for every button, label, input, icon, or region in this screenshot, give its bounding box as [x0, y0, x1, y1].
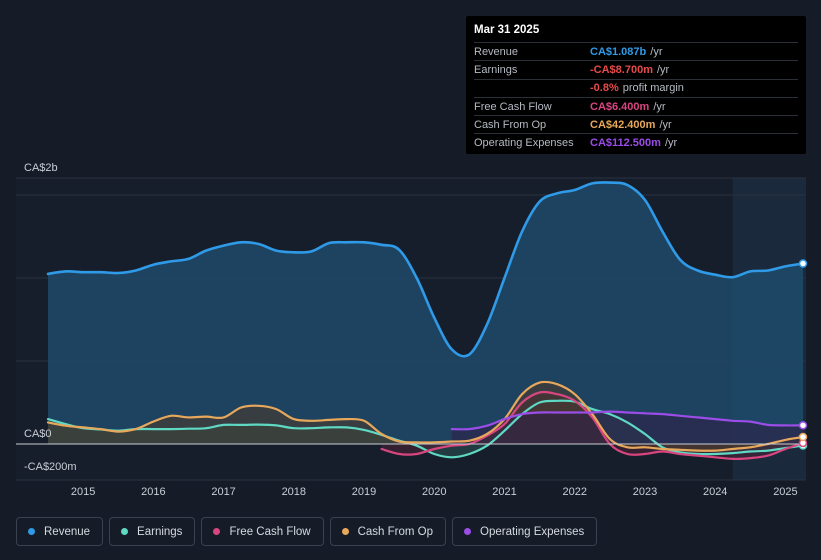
endpoint-operating-expenses [798, 421, 808, 430]
tooltip-row: -0.8% profit margin [474, 78, 798, 97]
tooltip-row: Revenue CA$1.087b/yr [474, 42, 798, 60]
tooltip-row: Cash From Op CA$42.400m/yr [474, 115, 798, 133]
tooltip: Mar 31 2025 Revenue CA$1.087b/yr Earnings -… [466, 16, 806, 154]
x-axis-ticks: 2015 2016 2017 2018 2019 2020 2021 2022 2023 2024… [71, 486, 798, 498]
tooltip-row: Operating Expenses CA$112.500m/yr [474, 133, 798, 151]
tooltip-rows: Revenue CA$1.087b/yr Earnings -CA$8.700m/yr… [474, 42, 798, 152]
tooltip-row-value: CA$1.087b [590, 45, 647, 58]
x-tick-label: 2015 [71, 486, 95, 498]
y-label-bottom: -CA$200m [24, 461, 77, 473]
x-tick-label: 2016 [141, 486, 165, 498]
legend-item-cash-from-op[interactable]: Cash From Op [329, 517, 447, 546]
x-tick-label: 2018 [282, 486, 306, 498]
legend-label: Free Cash Flow [229, 525, 311, 538]
legend-item-operating-expenses[interactable]: Operating Expenses [452, 517, 598, 546]
legend-label: Cash From Op [357, 525, 434, 538]
legend-dot-icon [28, 528, 35, 535]
legend-dot-icon [213, 528, 221, 535]
tooltip-row-value: CA$6.400m [590, 100, 650, 113]
tooltip-row-value: CA$42.400m [590, 118, 656, 131]
legend-dot-icon [341, 528, 349, 535]
tooltip-row-label: Cash From Op [474, 118, 547, 131]
tooltip-row-unit: /yr [650, 45, 663, 58]
series-lines [46, 181, 805, 461]
legend-item-earnings[interactable]: Earnings [109, 517, 196, 546]
tooltip-row-unit: /yr [659, 118, 672, 131]
tooltip-row-label: Revenue [474, 45, 519, 58]
line-operating-expenses [450, 410, 805, 431]
y-label-zero: CA$0 [24, 428, 52, 440]
line-free-cash-flow [380, 390, 805, 461]
tooltip-row-unit: profit margin [622, 82, 684, 95]
tooltip-row-unit: /yr [653, 100, 666, 113]
endpoint-cash-from-op [798, 432, 808, 442]
y-label-top: CA$2b [24, 162, 58, 174]
x-tick-label: 2019 [352, 486, 376, 498]
area-revenue [48, 182, 803, 445]
endpoint-revenue [798, 259, 808, 268]
x-tick-label: 2025 [773, 486, 797, 498]
tooltip-row-label: Free Cash Flow [474, 100, 552, 113]
tooltip-row: Free Cash Flow CA$6.400m/yr [474, 96, 798, 115]
x-tick-label: 2023 [633, 486, 657, 498]
legend-dot-icon [464, 528, 472, 535]
area-cash-from-op [48, 381, 803, 451]
legend-label: Revenue [44, 525, 91, 538]
tooltip-row-label: Operating Expenses [474, 137, 574, 150]
legend-label: Operating Expenses [480, 525, 585, 538]
x-tick-label: 2021 [492, 486, 516, 498]
tooltip-row-value: -0.8% [590, 82, 619, 95]
x-tick-label: 2020 [422, 486, 446, 498]
x-tick-label: 2024 [703, 486, 727, 498]
legend-dot-icon [121, 528, 129, 535]
series-endpoints [798, 259, 808, 450]
line-cash-from-op [46, 380, 805, 452]
tooltip-date: Mar 31 2025 [474, 24, 540, 36]
x-tick-label: 2022 [563, 486, 587, 498]
tooltip-row-label: Earnings [474, 63, 518, 76]
tooltip-row: Earnings -CA$8.700m/yr [474, 60, 798, 78]
line-earnings [46, 399, 805, 459]
legend-label: Earnings [137, 525, 183, 538]
tooltip-row-value: -CA$8.700m [590, 63, 653, 76]
tooltip-row-unit: /yr [656, 63, 670, 76]
tooltip-row-unit: /yr [664, 137, 678, 150]
tooltip-row-value: CA$112.500m [590, 137, 661, 150]
legend: Revenue Earnings Free Cash Flow Cash From O… [16, 517, 598, 546]
x-tick-label: 2017 [211, 486, 235, 498]
line-revenue [46, 181, 805, 358]
legend-item-free-cash-flow[interactable]: Free Cash Flow [201, 517, 324, 546]
legend-item-revenue[interactable]: Revenue [16, 517, 104, 546]
